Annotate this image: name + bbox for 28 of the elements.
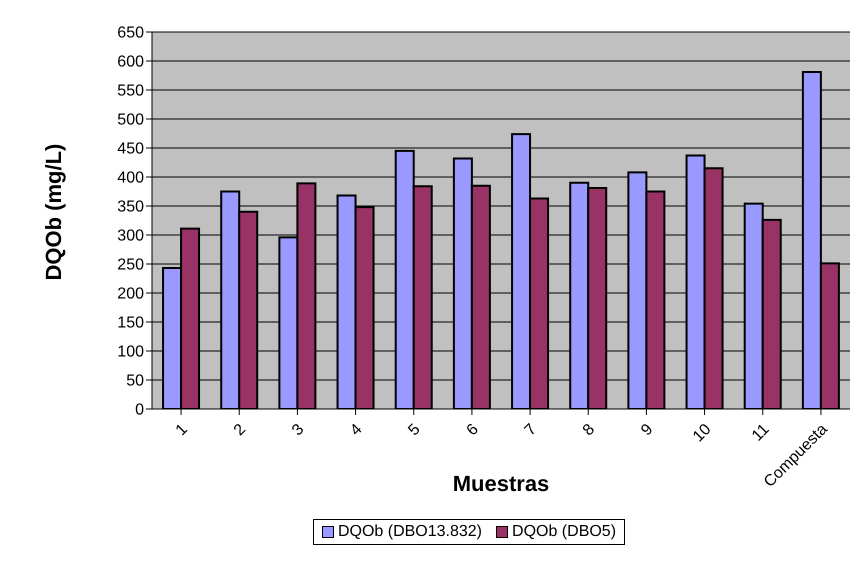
y-tick-label: 200 (117, 286, 144, 303)
y-tick-label: 500 (117, 112, 144, 129)
y-tick-label: 600 (117, 54, 144, 71)
y-tick-label: 650 (117, 24, 144, 42)
y-tick-label: 450 (117, 140, 144, 158)
y-axis-title: DQOb (mg/L) (40, 144, 66, 280)
y-tick-label: 350 (117, 198, 144, 216)
legend-label: DQOb (DBO13.832) (336, 523, 482, 541)
x-tick-label: 4 (347, 420, 366, 440)
x-tick-label: 1 (172, 420, 192, 440)
x-tick-label: 3 (289, 420, 308, 440)
x-tick-label: 10 (690, 420, 715, 446)
x-tick-label: 9 (638, 420, 656, 440)
y-tick-label: 300 (117, 228, 144, 245)
x-tick-label: 2 (230, 420, 250, 440)
y-tick-label: 0 (135, 402, 144, 419)
legend-label: DQOb (DBO5) (511, 523, 616, 541)
y-tick-label: 100 (117, 344, 144, 361)
x-tick-label: 7 (522, 420, 540, 440)
x-tick-label: 6 (464, 420, 482, 440)
x-axis-title: Muestras (452, 471, 550, 496)
x-tick-label: 5 (405, 420, 424, 440)
x-tick-label: 8 (580, 420, 598, 440)
y-tick-label: 400 (117, 170, 144, 187)
y-tick-label: 50 (126, 372, 144, 390)
y-tick-label: 150 (117, 314, 144, 332)
y-tick-label: 250 (117, 256, 144, 274)
y-tick-label: 550 (117, 82, 144, 100)
